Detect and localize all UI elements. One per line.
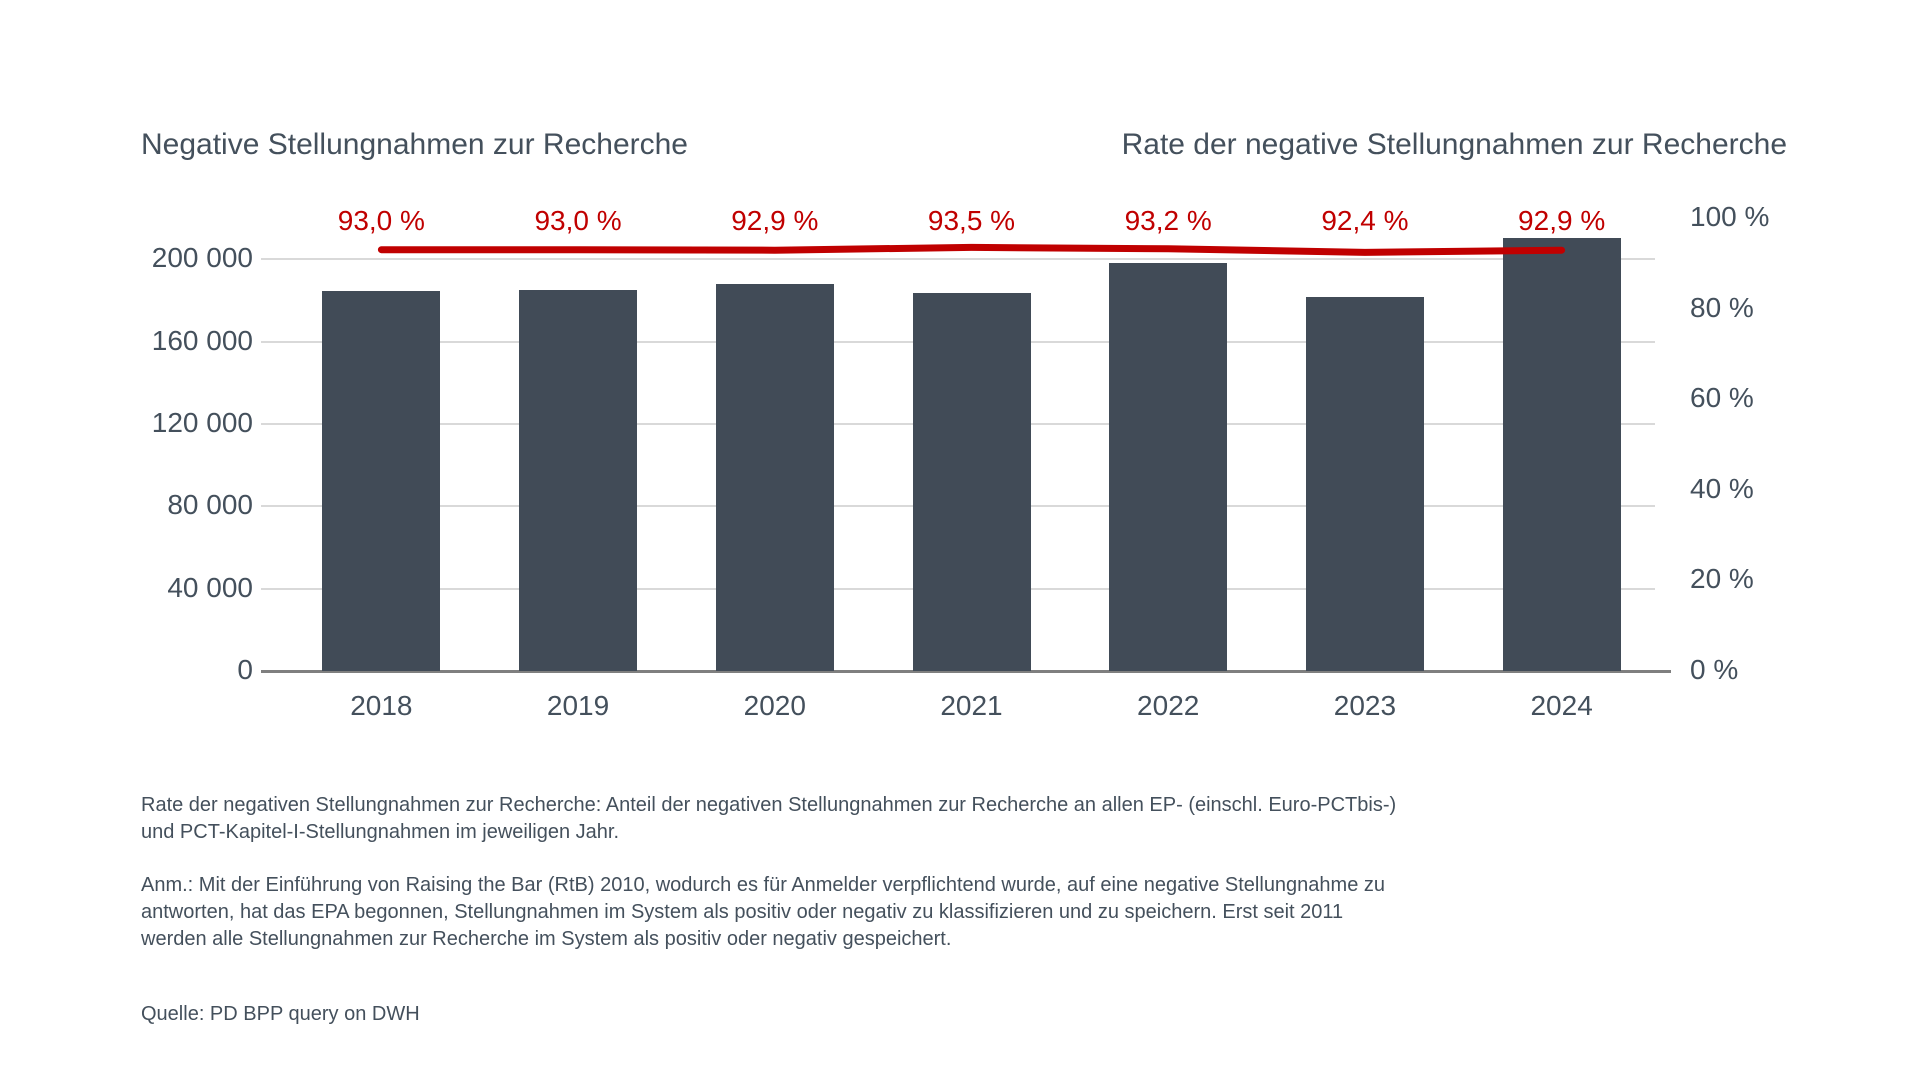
x-axis-category-label: 2021 [940,690,1003,721]
footnote-line: werden alle Stellungnahmen zur Recherche… [141,928,952,950]
footnote-rate-definition: Rate der negativen Stellungnahmen zur Re… [141,792,1601,846]
right-axis-tick-label: 20 % [1690,563,1754,595]
rate-data-label: 92,9 % [1518,205,1606,236]
right-axis-tick-label: 80 % [1690,291,1754,323]
right-axis-tick-label: 0 % [1690,654,1739,685]
left-axis-tick-label: 160 000 [151,324,253,356]
left-axis-tick-label: 120 000 [151,406,253,438]
chart-title-bars: Negative Stellungnahmen zur Recherche [141,128,688,161]
right-axis-tick-label: 40 % [1690,472,1754,504]
bar-2018 [322,291,441,671]
bar-2019 [519,290,638,671]
x-axis-category-label: 2022 [1137,690,1200,721]
source-line: Quelle: PD BPP query on DWH [141,1003,420,1025]
x-axis-category-label: 2020 [743,690,806,721]
rate-data-label: 93,0 % [534,205,622,236]
footnote-line: und PCT-Kapitel-I-Stellungnahmen im jewe… [141,821,620,843]
footnote-anm: Anm.: Mit der Einführung von Raising the… [141,872,1601,953]
chart-title-rate-line: Rate der negative Stellungnahmen zur Rec… [1121,128,1787,161]
rate-data-label: 93,5 % [927,205,1016,236]
left-axis-tick-label: 200 000 [151,242,253,274]
left-axis-tick-label: 80 000 [167,489,253,521]
x-axis-category-label: 2019 [546,690,610,721]
gridline [261,258,1655,261]
right-axis-tick-label: 60 % [1690,382,1754,414]
bar-2023 [1305,297,1424,671]
footnote-line: Rate der negativen Stellungnahmen zur Re… [141,794,1397,816]
footnote-line: antworten, hat das EPA begonnen, Stellun… [141,901,1344,923]
x-axis-category-label: 2024 [1530,690,1593,721]
source-note: Quelle: PD BPP query on DWH [141,1001,1601,1028]
rate-data-label: 92,4 % [1321,205,1409,236]
left-axis-tick-label: 40 000 [167,571,253,603]
x-axis-line [261,670,1671,673]
rate-data-label: 93,0 % [337,205,425,236]
footnote-line: Anm.: Mit der Einführung von Raising the… [141,874,1386,896]
x-axis-category-label: 2023 [1333,690,1397,721]
bar-2022 [1109,263,1228,671]
left-axis-tick-label: 0 [237,654,253,685]
rate-data-label: 93,2 % [1124,205,1212,236]
x-axis-category-label: 2018 [350,690,413,721]
bar-2024 [1502,237,1621,671]
bar-2020 [715,283,834,671]
rate-line-path [377,243,1566,256]
rate-data-label: 92,9 % [731,205,819,236]
right-axis-tick-label: 100 % [1690,201,1770,232]
bar-2021 [912,293,1031,671]
